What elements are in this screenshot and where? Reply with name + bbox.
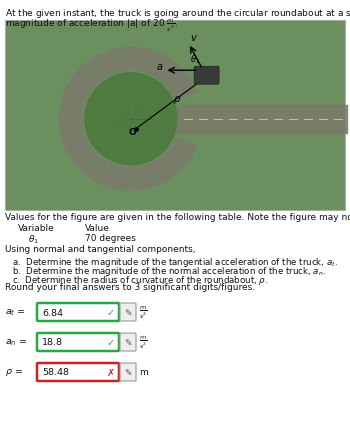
Text: $a_t$ =: $a_t$ = — [5, 307, 26, 317]
Text: ✎: ✎ — [124, 368, 132, 377]
Text: ✎: ✎ — [124, 338, 132, 347]
FancyBboxPatch shape — [37, 303, 119, 321]
Text: 58.48: 58.48 — [42, 368, 69, 377]
Text: 70 degrees: 70 degrees — [85, 233, 136, 243]
Text: Value: Value — [85, 224, 110, 233]
Circle shape — [85, 74, 177, 166]
Text: $\rho$: $\rho$ — [173, 93, 181, 105]
Text: a: a — [156, 62, 163, 72]
Text: a.  Determine the magnitude of the tangential acceleration of the truck, $a_t$.: a. Determine the magnitude of the tangen… — [12, 255, 338, 268]
FancyBboxPatch shape — [37, 333, 119, 351]
FancyBboxPatch shape — [120, 333, 136, 351]
Polygon shape — [59, 48, 198, 191]
Text: $a_n$ =: $a_n$ = — [5, 337, 27, 347]
Text: $\theta_1$: $\theta_1$ — [190, 53, 200, 65]
Text: $\frac{m}{s^2}$: $\frac{m}{s^2}$ — [139, 334, 148, 350]
Text: v: v — [191, 33, 196, 43]
Text: ✓: ✓ — [107, 307, 115, 317]
Text: Round your final answers to 3 significant digits/figures.: Round your final answers to 3 significan… — [5, 283, 255, 291]
Text: ✎: ✎ — [124, 308, 132, 317]
Text: $\theta_1$: $\theta_1$ — [28, 233, 39, 246]
Text: O: O — [129, 128, 137, 136]
Text: $\frac{m}{s^2}$: $\frac{m}{s^2}$ — [139, 304, 148, 320]
Text: c.  Determine the radius of curvature of the roundabout, $\rho$.: c. Determine the radius of curvature of … — [12, 273, 268, 286]
Text: ✗: ✗ — [107, 367, 115, 377]
Text: Variable: Variable — [18, 224, 55, 233]
Text: Using normal and tangential components,: Using normal and tangential components, — [5, 244, 196, 253]
Text: Values for the figure are given in the following table. Note the figure may not : Values for the figure are given in the f… — [5, 212, 350, 221]
FancyBboxPatch shape — [194, 67, 219, 85]
Text: $\rho$ =: $\rho$ = — [5, 367, 23, 378]
Text: 18.8: 18.8 — [42, 338, 63, 347]
FancyBboxPatch shape — [37, 363, 119, 381]
Text: ✓: ✓ — [107, 337, 115, 347]
Text: magnitude of acceleration $|$a$|$ of 20 $\frac{m}{s^2}$.: magnitude of acceleration $|$a$|$ of 20 … — [5, 18, 178, 34]
Text: m: m — [139, 368, 148, 377]
FancyBboxPatch shape — [120, 363, 136, 381]
FancyBboxPatch shape — [120, 303, 136, 321]
Bar — [5, 21, 345, 211]
Text: At the given instant, the truck is going around the circular roundabout at a spe: At the given instant, the truck is going… — [5, 7, 350, 21]
Text: 6.84: 6.84 — [42, 308, 63, 317]
Text: b.  Determine the magnitude of the normal acceleration of the truck, $a_n$.: b. Determine the magnitude of the normal… — [12, 264, 326, 277]
